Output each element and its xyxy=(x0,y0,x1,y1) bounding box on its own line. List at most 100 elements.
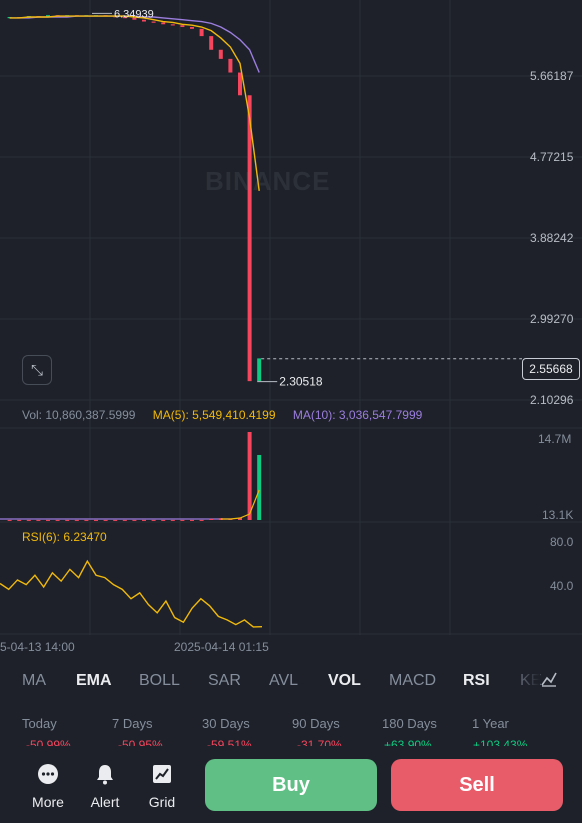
indicator-tabs: MA EMA BOLL SAR AVL VOL MACD RSI KE xyxy=(0,668,582,696)
period-180d: 180 Days xyxy=(382,716,437,731)
price-axis-label: 4.77215 xyxy=(530,149,574,164)
price-candle xyxy=(190,27,194,29)
volume-bar xyxy=(161,519,166,521)
volume-axis-bottom: 13.1K xyxy=(542,508,574,522)
tab-boll[interactable]: BOLL xyxy=(139,672,180,689)
period-7d: 7 Days xyxy=(112,716,153,731)
alert-button[interactable]: Alert xyxy=(79,762,131,810)
price-candle xyxy=(132,17,137,20)
buy-button[interactable]: Buy xyxy=(205,759,377,811)
period-1y-value: +103.43% xyxy=(473,738,528,746)
tab-ema[interactable]: EMA xyxy=(76,672,112,689)
volume-ma10: MA(10): 3,036,547.7999 xyxy=(292,408,423,422)
volume-bar xyxy=(151,519,156,521)
grid-label: Grid xyxy=(148,794,176,810)
time-label-start: 5-04-13 14:00 xyxy=(0,640,75,654)
low-label: 2.30518 xyxy=(279,375,323,389)
volume-bar xyxy=(199,519,204,521)
ma10-line xyxy=(9,15,260,73)
tab-vol[interactable]: VOL xyxy=(328,672,361,689)
volume-bar xyxy=(238,517,242,520)
volume-bar xyxy=(209,518,214,520)
price-candle xyxy=(199,28,204,37)
tabs-fade xyxy=(510,668,540,696)
volume-bar xyxy=(46,519,50,521)
price-candle xyxy=(257,358,262,382)
rsi-legend: RSI(6): 6.23470 xyxy=(22,530,107,544)
price-candle xyxy=(228,58,233,73)
volume-ma5: MA(5): 5,549,410.4199 xyxy=(152,408,276,422)
volume-value: Vol: 10,860,387.5999 xyxy=(22,408,136,422)
price-candle xyxy=(161,22,166,25)
alert-label: Alert xyxy=(90,794,120,810)
price-candle xyxy=(170,24,175,26)
price-axis-label: 3.88242 xyxy=(530,230,574,245)
more-label: More xyxy=(32,794,64,810)
last-price-badge: 2.55668 xyxy=(522,358,580,380)
volume-bar xyxy=(65,519,70,521)
price-candle xyxy=(238,72,242,96)
indicator-settings-icon[interactable] xyxy=(540,670,558,693)
price-axis-label: 5.66187 xyxy=(530,69,574,83)
time-label-mid: 2025-04-14 01:15 xyxy=(174,640,269,654)
tab-sar[interactable]: SAR xyxy=(208,672,241,689)
volume-bar xyxy=(17,519,22,521)
period-1y: 1 Year xyxy=(472,716,509,731)
price-candle xyxy=(151,21,156,23)
period-30d: 30 Days xyxy=(202,716,250,731)
rsi-axis-80: 80.0 xyxy=(550,535,574,549)
price-candle xyxy=(46,15,50,17)
volume-bar xyxy=(247,432,252,520)
volume-bar xyxy=(190,519,194,521)
price-candle xyxy=(122,16,127,19)
price-axis-label: 2.10296 xyxy=(530,393,574,407)
price-axis-label: 2.99270 xyxy=(530,311,574,326)
volume-bar xyxy=(84,519,89,521)
expand-chart-button[interactable]: ⤡ xyxy=(22,355,52,385)
grid-icon xyxy=(136,762,188,788)
volume-bar xyxy=(142,519,146,521)
ma5-line xyxy=(9,15,260,191)
volume-bar xyxy=(26,519,31,521)
price-candle xyxy=(180,25,185,28)
period-90d-value: -31.70% xyxy=(297,738,342,746)
period-today: Today xyxy=(22,716,57,731)
price-candle xyxy=(218,49,223,59)
bell-icon xyxy=(79,762,131,788)
binance-watermark: BINANCE xyxy=(205,166,331,196)
tab-avl[interactable]: AVL xyxy=(269,672,299,689)
volume-bar xyxy=(103,519,108,521)
tab-rsi[interactable]: RSI xyxy=(463,672,490,689)
volume-axis-top: 14.7M xyxy=(538,432,572,446)
volume-bar xyxy=(257,454,262,520)
volume-bar xyxy=(113,519,118,521)
volume-legend: Vol: 10,860,387.5999 MA(5): 5,549,410.41… xyxy=(22,408,436,422)
volume-ma5-line xyxy=(220,489,260,520)
period-90d: 90 Days xyxy=(292,716,340,731)
price-candle xyxy=(247,95,252,382)
volume-bar xyxy=(7,519,12,521)
expand-icon: ⤡ xyxy=(30,361,43,379)
period-7d-value: -50.95% xyxy=(118,738,163,746)
bottom-action-bar: More Alert Grid Buy Sell xyxy=(0,752,582,823)
price-candle xyxy=(142,19,146,22)
period-30d-value: -59.51% xyxy=(207,738,252,746)
volume-bar xyxy=(122,519,127,521)
high-label: 6.34939 xyxy=(114,8,154,20)
sell-button[interactable]: Sell xyxy=(391,759,563,811)
volume-bar xyxy=(132,519,137,521)
period-today-value: -50.99% xyxy=(26,738,71,746)
price-candle xyxy=(209,36,214,50)
tab-macd[interactable]: MACD xyxy=(389,672,437,689)
more-button[interactable]: More xyxy=(22,762,74,810)
grid-button[interactable]: Grid xyxy=(136,762,188,810)
volume-bar xyxy=(55,519,60,521)
rsi-axis-40: 40.0 xyxy=(550,579,574,593)
tab-ma[interactable]: MA xyxy=(22,672,46,689)
volume-bar xyxy=(36,519,41,521)
more-icon xyxy=(22,762,74,788)
volume-bar xyxy=(74,519,79,521)
period-180d-value: +63.90% xyxy=(384,738,432,746)
volume-bar xyxy=(180,519,185,521)
